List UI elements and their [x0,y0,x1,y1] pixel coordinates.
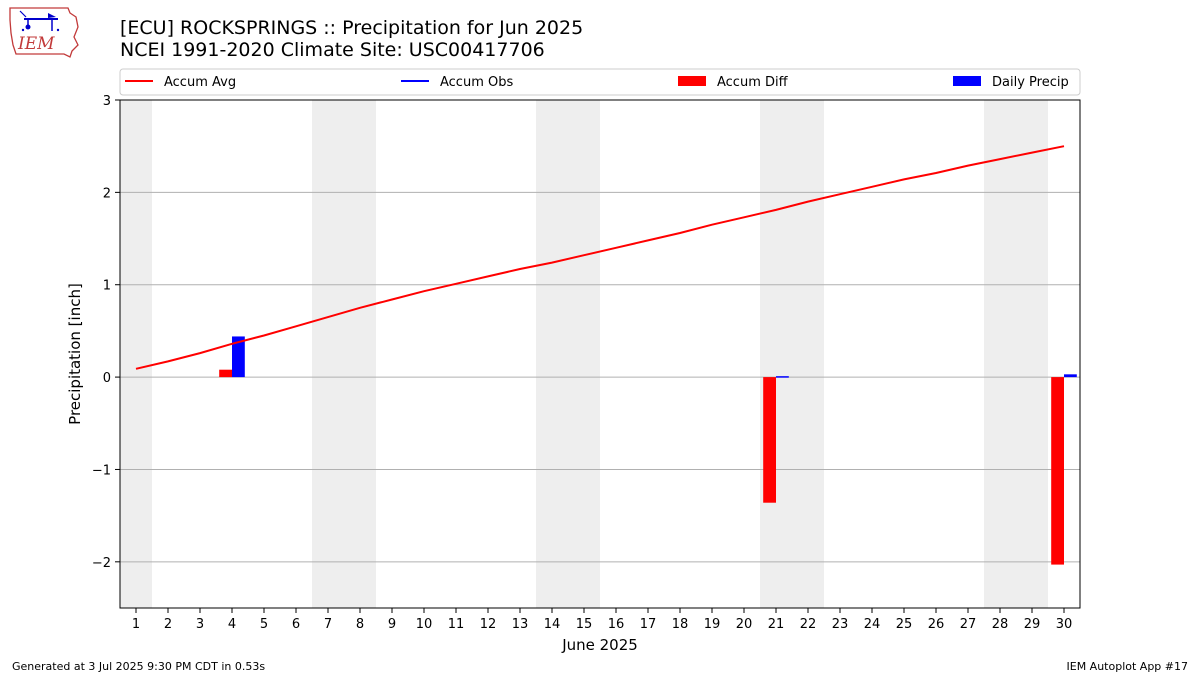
x-tick-label: 30 [1056,617,1073,632]
x-tick-label: 2 [164,617,172,632]
plot-frame [119,99,1081,609]
chart-title: [ECU] ROCKSPRINGS :: Precipitation for J… [120,17,584,39]
x-tick-label: 29 [1024,617,1041,632]
lines [135,145,1065,370]
weekend-band-22 [792,100,824,608]
x-tick-label: 16 [608,617,625,632]
x-tick-label: 13 [512,617,529,632]
x-tick-label: 6 [292,617,300,632]
y-axis: −2 −1 0 1 2 3 [92,94,120,571]
footer-generated: Generated at 3 Jul 2025 9:30 PM CDT in 0… [12,660,266,673]
y-tick-label: −1 [92,463,111,478]
legend-label: Accum Diff [717,75,789,90]
bars [219,336,1077,565]
x-axis: 1 2 3 4 5 6 7 8 9 10 11 12 13 14 15 16 17 18 19 20 21 22 23 24 2… [132,608,1072,632]
accum-diff-bar-day-21 [763,377,776,503]
weekend-band-29 [1016,100,1048,608]
y-tick-label: −2 [92,556,111,571]
x-axis-label: June 2025 [561,636,638,654]
daily-precip-bar-day-21 [776,376,789,378]
x-tick-label: 24 [864,617,881,632]
x-tick-label: 28 [992,617,1009,632]
weekend-band-7 [312,100,344,608]
x-tick-label: 21 [768,617,785,632]
weekend-band-1 [120,100,152,608]
legend-label: Accum Avg [164,75,236,90]
accum-diff-bar-day-30 [1051,377,1064,565]
y-tick-label: 0 [103,371,111,386]
x-tick-label: 25 [896,617,913,632]
x-tick-label: 19 [704,617,721,632]
weekend-bands [120,100,1048,608]
x-tick-label: 22 [800,617,817,632]
accum-diff-bar-day-4 [219,369,232,378]
chart-subtitle: NCEI 1991-2020 Climate Site: USC00417706 [120,39,545,61]
weekend-band-8 [344,100,376,608]
legend-swatch-2 [678,76,706,86]
weekend-band-21 [760,100,792,608]
daily-precip-bar-day-4 [232,336,245,378]
legend-label: Daily Precip [992,75,1069,90]
iem-logo: IEM [8,5,80,63]
legend-swatch-3 [953,76,981,86]
x-tick-label: 5 [260,617,268,632]
legend: Accum Avg Accum Obs Accum Diff Daily Precip [119,68,1081,96]
x-tick-label: 12 [480,617,497,632]
x-tick-label: 8 [356,617,364,632]
x-tick-label: 17 [640,617,657,632]
x-tick-label: 26 [928,617,945,632]
x-tick-label: 9 [388,617,396,632]
x-tick-label: 3 [196,617,204,632]
weekend-band-14 [536,100,568,608]
x-tick-label: 15 [576,617,593,632]
x-tick-label: 23 [832,617,849,632]
weekend-band-28 [984,100,1016,608]
accum-avg-line [135,145,1065,370]
y-tick-label: 2 [103,186,111,201]
x-tick-label: 27 [960,617,977,632]
x-tick-label: 4 [228,617,236,632]
y-axis-label: Precipitation [inch] [66,283,84,425]
logo-text: IEM [17,34,55,54]
legend-box [119,68,1081,96]
y-tick-label: 1 [103,279,111,294]
footer-app: IEM Autoplot App #17 [1066,660,1189,673]
x-tick-label: 11 [448,617,465,632]
x-tick-label: 20 [736,617,753,632]
y-tick-label: 3 [103,94,111,109]
x-tick-label: 10 [416,617,433,632]
x-tick-label: 18 [672,617,689,632]
gridlines [120,191,1080,563]
x-tick-label: 14 [544,617,561,632]
weekend-band-15 [568,100,600,608]
legend-label: Accum Obs [440,75,513,90]
daily-precip-bar-day-30 [1064,374,1077,378]
x-tick-label: 7 [324,617,332,632]
x-tick-label: 1 [132,617,140,632]
